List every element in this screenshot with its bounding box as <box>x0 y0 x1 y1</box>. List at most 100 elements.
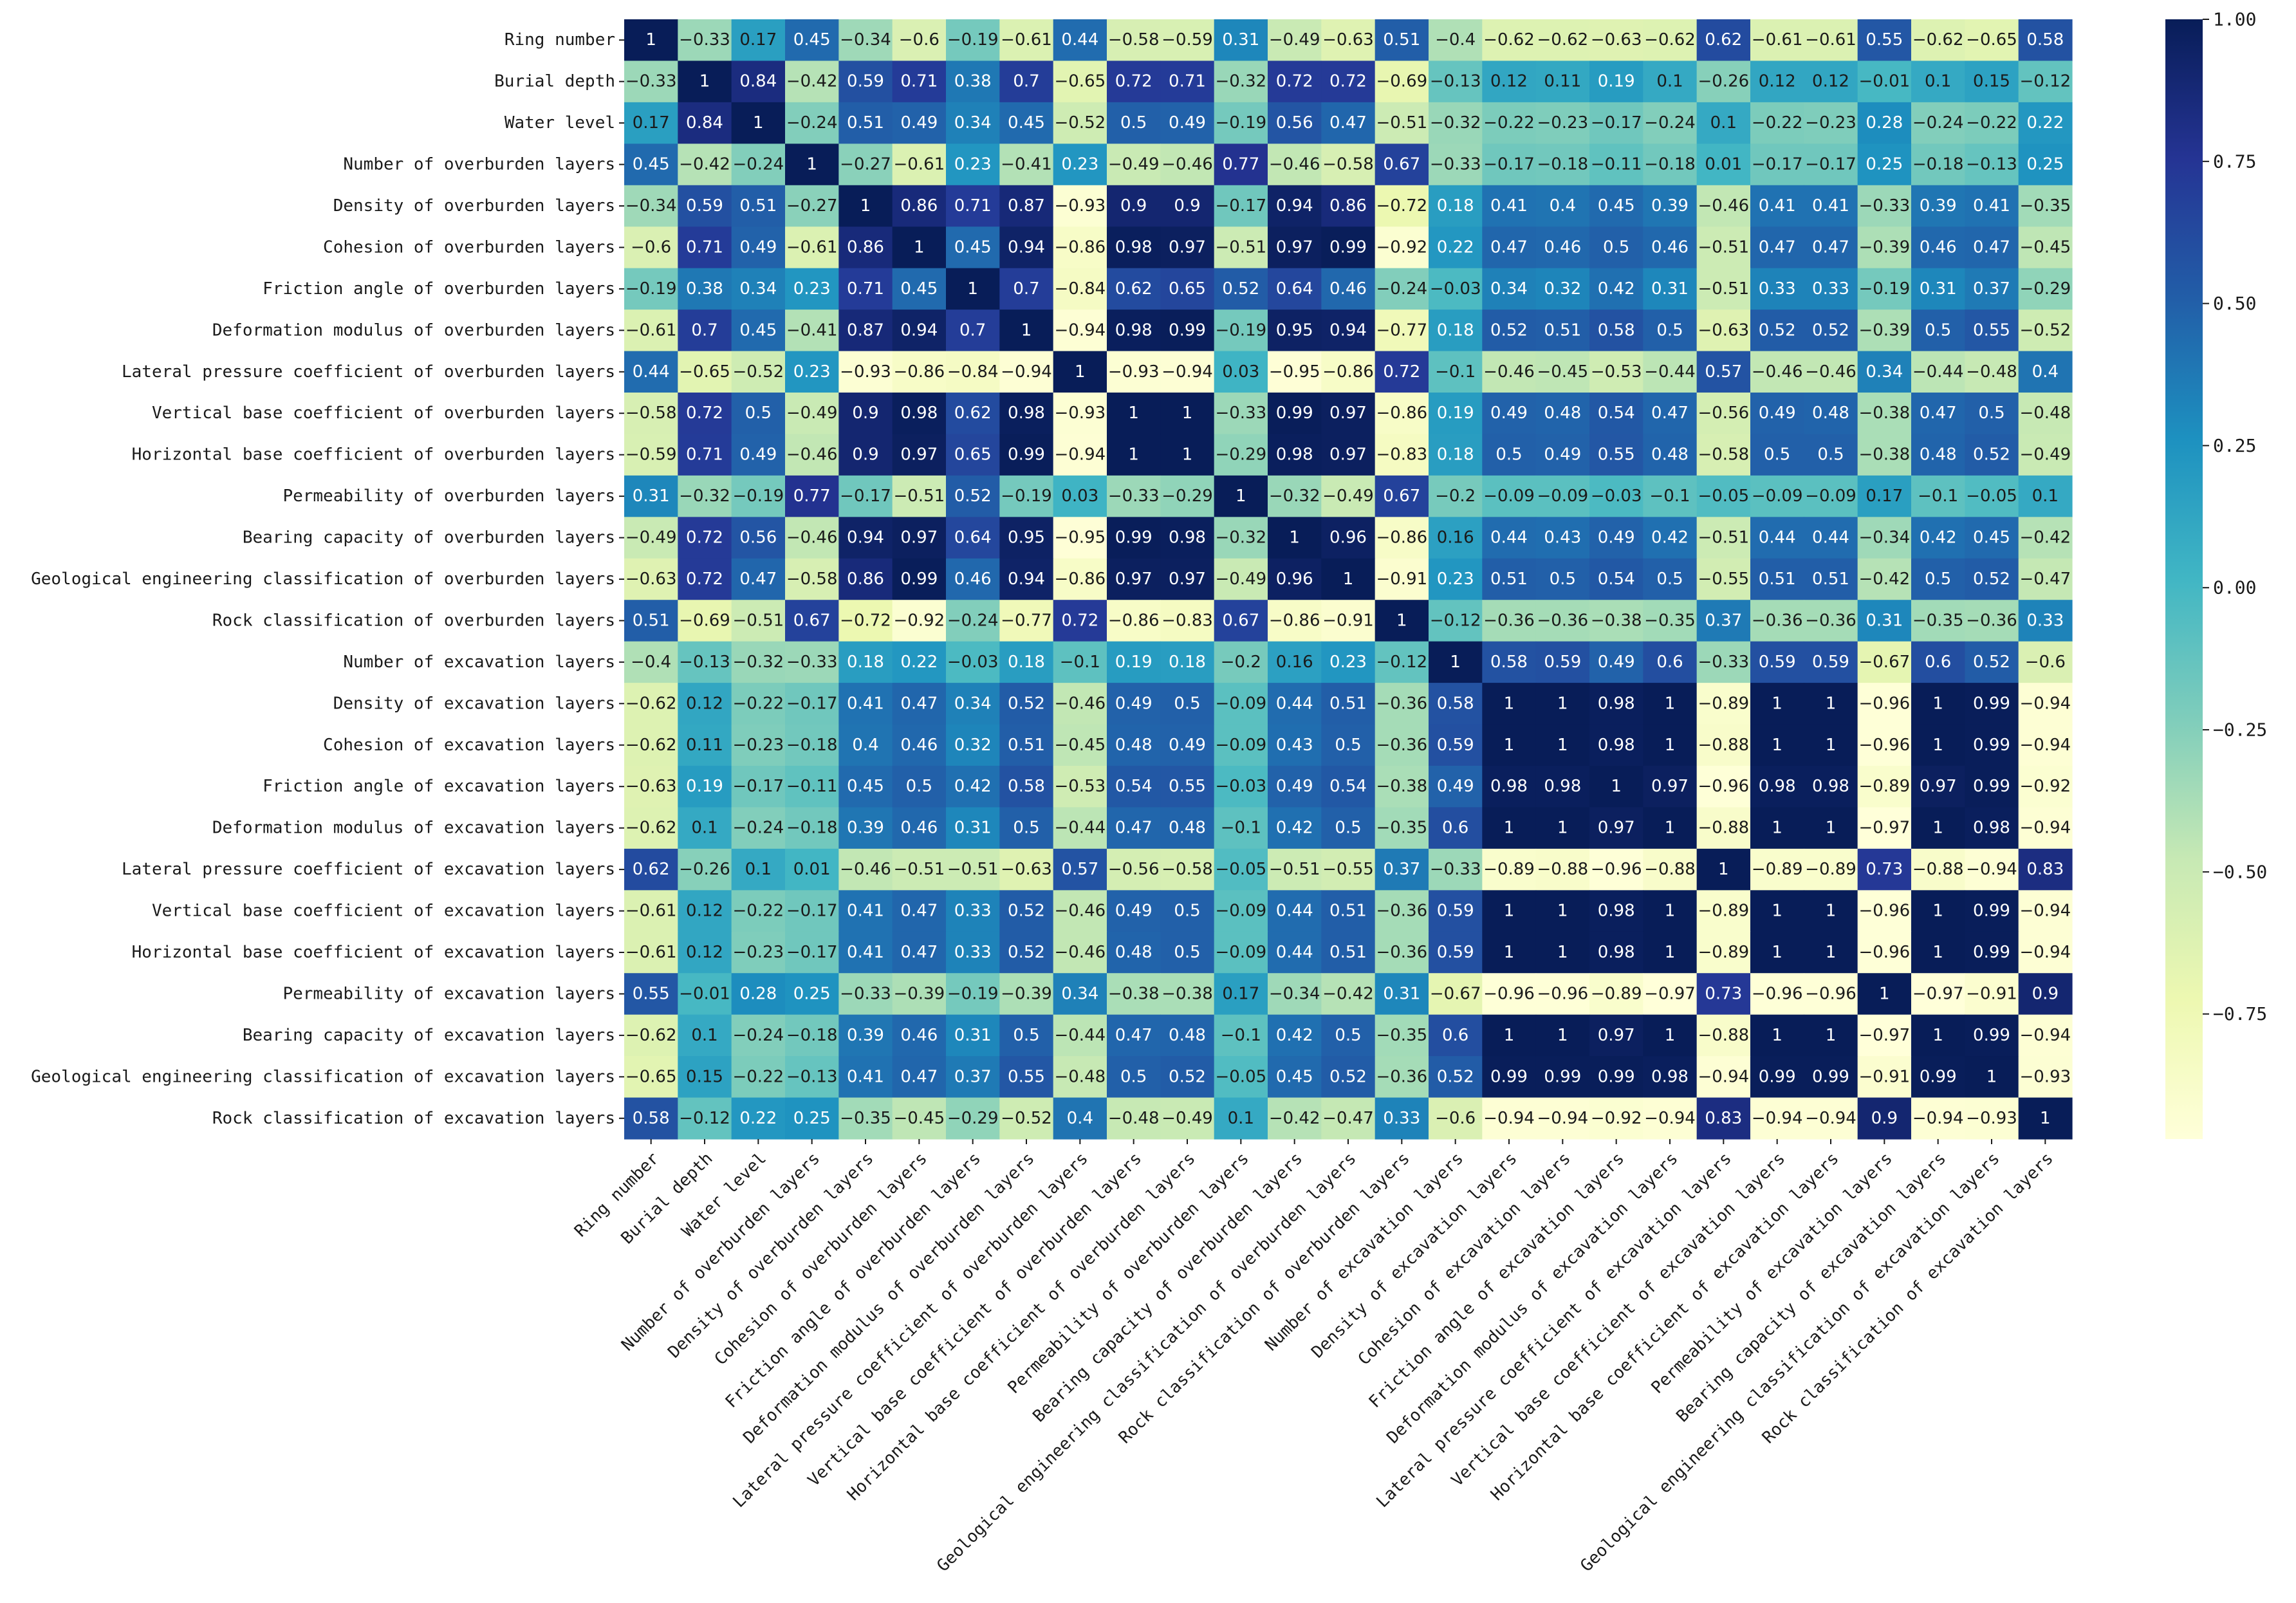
cell-value-label: 0.49 <box>1598 653 1635 672</box>
cell-value-label: −0.83 <box>1162 611 1213 630</box>
heatmap-cell <box>1160 807 1215 849</box>
cell-value-label: 1 <box>1932 819 1943 838</box>
heatmap-cell <box>1375 807 1429 849</box>
cell-value-label: −0.34 <box>840 30 891 50</box>
heatmap-cell <box>1643 973 1698 1015</box>
heatmap-cell <box>2018 683 2073 725</box>
heatmap-cell <box>1214 807 1268 849</box>
cell-value-label: −0.05 <box>1215 1067 1266 1086</box>
heatmap-cell <box>1857 641 1912 683</box>
cell-value-label: 0.99 <box>1920 1067 1957 1086</box>
cell-value-label: 0.25 <box>793 1109 831 1128</box>
row-label: Deformation modulus of excavation layers <box>212 819 615 838</box>
heatmap-cell <box>1429 310 1483 352</box>
cell-value-label: 0.22 <box>900 653 938 672</box>
heatmap-cell <box>946 807 1000 849</box>
cell-value-label: 0.9 <box>1174 196 1200 216</box>
cell-value-label: −0.17 <box>786 943 838 962</box>
cell-value-label: −0.93 <box>2019 1067 2071 1086</box>
heatmap-cell <box>1535 890 1590 932</box>
cell-value-label: 0.45 <box>1276 1067 1313 1086</box>
heatmap-cell <box>1696 766 1751 808</box>
cell-value-label: −0.1 <box>1918 486 1958 506</box>
heatmap-cell <box>1107 973 1161 1015</box>
cell-value-label: −0.94 <box>1912 1109 1964 1128</box>
cell-value-label: −0.62 <box>625 694 677 713</box>
heatmap-cell <box>1804 724 1858 766</box>
cell-value-label: −0.23 <box>1537 113 1588 133</box>
cell-value-label: −0.88 <box>1698 736 1749 755</box>
heatmap-cell <box>1268 973 1322 1015</box>
heatmap-cell <box>999 185 1054 227</box>
cell-value-label: 0.9 <box>852 445 878 465</box>
heatmap-cell <box>946 517 1000 559</box>
cell-value-label: −0.05 <box>1966 486 2017 506</box>
cell-value-label: −0.94 <box>1162 362 1213 382</box>
cell-value-label: 0.5 <box>1817 445 1844 465</box>
cell-value-label: 0.19 <box>686 777 723 796</box>
cell-value-label: 1 <box>1343 570 1354 589</box>
cell-value-label: 0.97 <box>1651 777 1689 796</box>
cell-value-label: −0.42 <box>1269 1109 1320 1128</box>
cell-value-label: −0.62 <box>1537 30 1588 50</box>
cell-value-label: 1 <box>1665 1026 1676 1045</box>
heatmap-cell <box>1321 434 1376 476</box>
cell-value-label: −0.2 <box>1435 486 1476 506</box>
heatmap-cell <box>1429 1056 1483 1098</box>
heatmap-cell <box>1589 683 1643 725</box>
heatmap-cell <box>624 227 678 269</box>
heatmap-cell <box>1750 1056 1804 1098</box>
heatmap-cell <box>838 1097 893 1140</box>
heatmap-cell <box>1429 973 1483 1015</box>
cell-value-label: −0.24 <box>732 155 784 174</box>
cell-value-label: 0.18 <box>1008 653 1045 672</box>
cell-value-label: 0.51 <box>1383 30 1420 50</box>
cell-value-label: 0.5 <box>1656 570 1683 589</box>
heatmap-cell <box>2018 890 2073 932</box>
cell-value-label: −0.55 <box>1698 570 1749 589</box>
cell-value-label: 1 <box>1826 943 1837 962</box>
cell-value-label: 0.59 <box>1759 653 1796 672</box>
heatmap-cell <box>1268 1056 1322 1098</box>
cell-value-label: 0.51 <box>1008 736 1045 755</box>
cell-value-label: −0.45 <box>893 1109 945 1128</box>
cell-value-label: −0.35 <box>1644 611 1696 630</box>
cell-value-label: 0.41 <box>847 902 884 921</box>
heatmap-cell <box>624 683 678 725</box>
cell-value-label: −0.24 <box>732 819 784 838</box>
heatmap-cell <box>892 60 947 103</box>
cell-value-label: 0.5 <box>1925 320 1951 340</box>
cell-value-label: 0.47 <box>1651 403 1689 423</box>
heatmap-cell <box>1429 724 1483 766</box>
heatmap-cell <box>999 600 1054 642</box>
cell-value-label: 0.12 <box>1759 72 1796 91</box>
cell-value-label: 1 <box>1504 1026 1515 1045</box>
heatmap-cell <box>1160 724 1215 766</box>
cell-value-label: −0.65 <box>679 362 730 382</box>
cell-value-label: −0.09 <box>1215 902 1266 921</box>
cell-value-label: −0.05 <box>1215 860 1266 879</box>
cell-value-label: −0.49 <box>1269 30 1320 50</box>
heatmap-cell <box>1643 268 1698 310</box>
cell-value-label: 0.54 <box>1115 777 1153 796</box>
heatmap-cell <box>785 973 839 1015</box>
heatmap-cell <box>838 931 893 974</box>
heatmap-cell <box>1965 1097 2019 1140</box>
cell-value-label: −0.94 <box>1966 860 2017 879</box>
heatmap-cell <box>1429 600 1483 642</box>
cell-value-label: −0.51 <box>947 860 999 879</box>
cell-value-label: 0.5 <box>1335 736 1361 755</box>
heatmap-cell <box>731 1097 786 1140</box>
heatmap-cell <box>1160 434 1215 476</box>
cell-value-label: 0.97 <box>1276 237 1313 257</box>
cell-value-label: −0.97 <box>1912 984 1964 1003</box>
heatmap-cell <box>1375 185 1429 227</box>
cell-value-label: 0.1 <box>1710 113 1737 133</box>
cell-value-label: −0.33 <box>1858 196 1910 216</box>
cell-value-label: 1 <box>1289 528 1300 548</box>
cell-value-label: 0.52 <box>1008 694 1045 713</box>
heatmap-cell <box>1429 393 1483 435</box>
heatmap-cell <box>1429 683 1483 725</box>
cell-value-label: −0.36 <box>1376 902 1427 921</box>
heatmap-cell <box>2018 185 2073 227</box>
